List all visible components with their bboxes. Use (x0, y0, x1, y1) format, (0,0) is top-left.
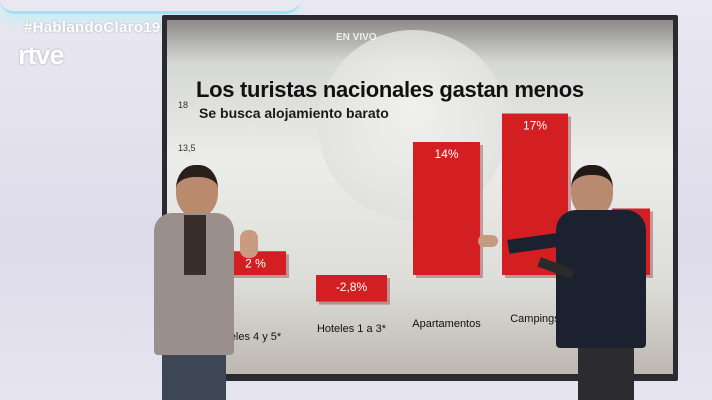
category-label: Apartamentos (412, 318, 481, 330)
live-badge: EN VIVO (336, 32, 377, 43)
hashtag: #HablandoClaro19E (24, 19, 171, 36)
bar (225, 251, 286, 275)
data-label: 14% (434, 147, 458, 161)
category-label: Hoteles 1 a 3* (317, 323, 387, 335)
data-label: -2,8% (336, 280, 368, 294)
studio-light (0, 0, 300, 14)
category-label: Campings (510, 313, 560, 325)
data-label: 2 % (245, 256, 266, 270)
rtve-logo: rtve (18, 40, 65, 70)
data-label: 17% (523, 119, 547, 133)
chart-subtitle: Se busca alojamiento barato (199, 105, 389, 121)
chart-title: Los turistas nacionales gastan menos (196, 77, 584, 102)
y-tick-label: 13,5 (178, 143, 196, 153)
bar (413, 142, 480, 275)
bar (316, 275, 387, 302)
presenter-left (152, 165, 262, 400)
y-tick-label: 18 (178, 100, 188, 110)
presenter-right (478, 165, 648, 400)
category-label: eles 4 y 5* (230, 331, 282, 343)
